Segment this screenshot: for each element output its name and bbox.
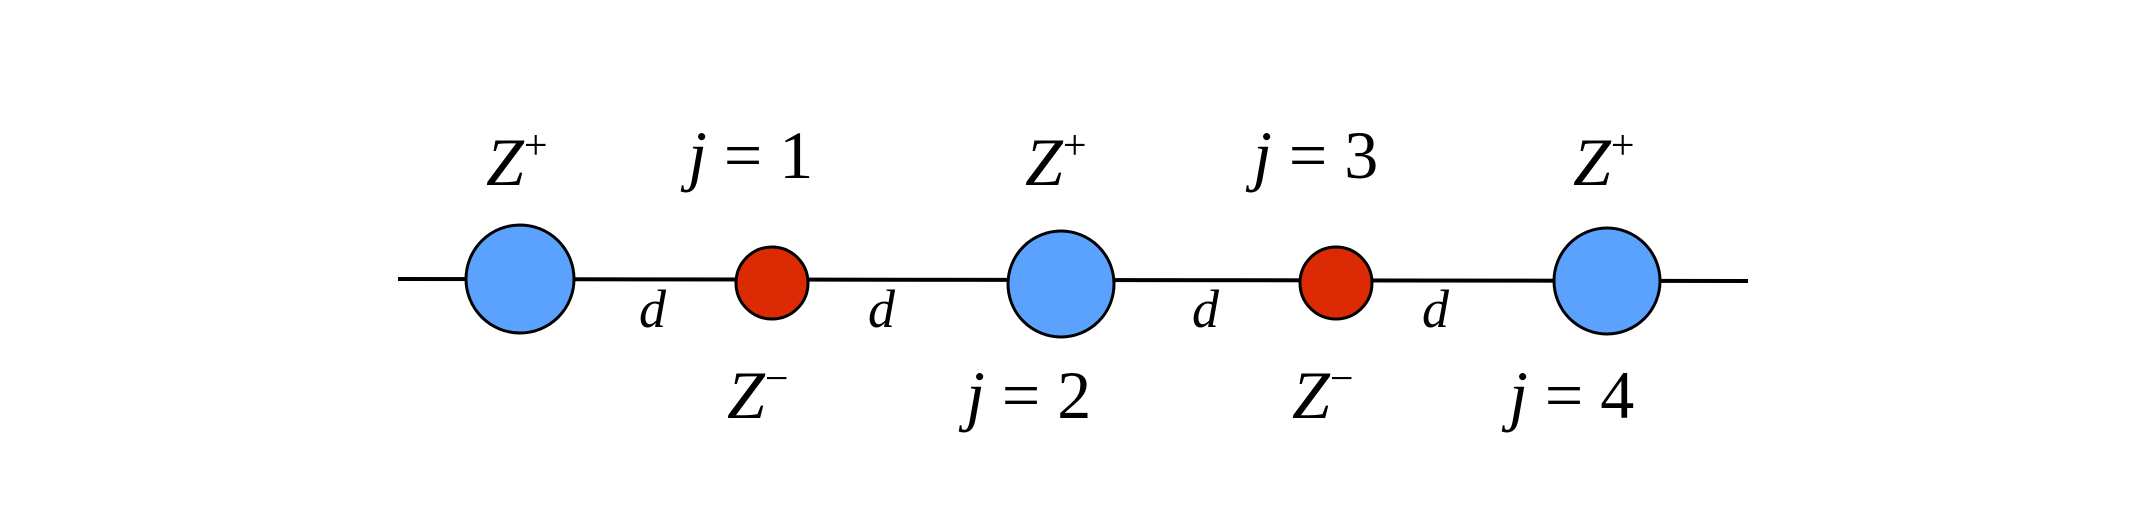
bottom-label-1: Z− — [727, 356, 789, 433]
bottom-label-3: Z− — [1292, 356, 1354, 433]
bottom-label-2: j = 2 — [958, 357, 1091, 433]
top-label-3: Z+ — [1025, 123, 1087, 200]
top-label-4: j = 3 — [1245, 117, 1378, 193]
top-label-2: j = 1 — [680, 117, 813, 193]
small-ion-2 — [1298, 245, 1374, 321]
small-ion-1 — [734, 245, 810, 321]
large-ion-3 — [1552, 226, 1662, 336]
large-ion-2 — [1006, 229, 1116, 339]
top-label-5: Z+ — [1573, 123, 1635, 200]
spacing-label-4: d — [1422, 279, 1450, 339]
top-label-1: Z+ — [486, 123, 548, 200]
bottom-label-4: j = 4 — [1501, 357, 1634, 433]
large-ion-1 — [464, 223, 576, 335]
spacing-label-2: d — [868, 279, 896, 339]
spacing-label-1: d — [639, 279, 667, 339]
spacing-label-3: d — [1192, 279, 1220, 339]
